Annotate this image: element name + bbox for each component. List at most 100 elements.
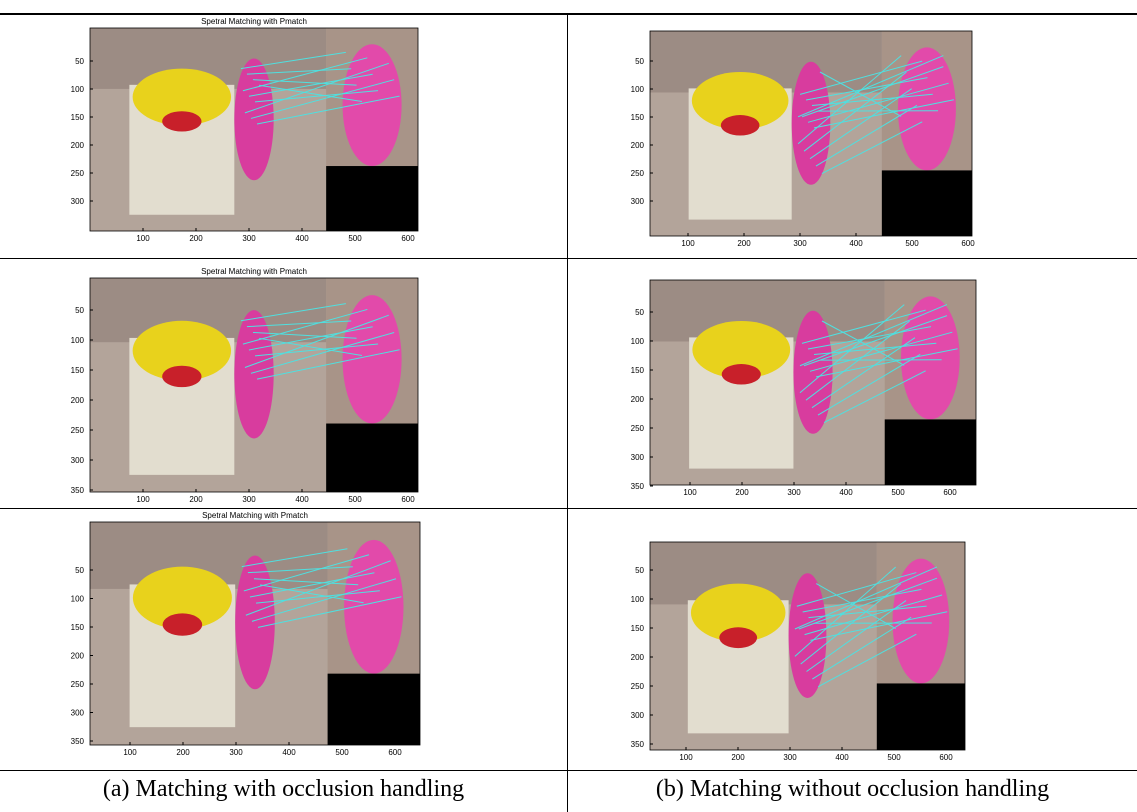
y-tick-label: 250 [631, 682, 645, 691]
tea-box-logo [721, 115, 760, 136]
panel-title: Spetral Matching with Pmatch [201, 17, 307, 26]
x-tick-label: 400 [282, 748, 296, 757]
caption: (b) Matching without occlusion handling [568, 776, 1137, 803]
y-tick-label: 300 [71, 197, 85, 206]
x-tick-label: 100 [136, 234, 150, 243]
x-tick-label: 600 [939, 753, 953, 762]
toy-left [793, 311, 832, 434]
x-tick-label: 300 [229, 748, 243, 757]
y-tick-label: 100 [71, 595, 85, 604]
y-tick-label: 200 [71, 141, 85, 150]
x-tick-label: 500 [905, 239, 919, 248]
toy-left [792, 62, 831, 185]
y-tick-label: 250 [631, 424, 645, 433]
toy-left [789, 573, 827, 698]
y-tick-label: 250 [71, 169, 85, 178]
panel-title: Spetral Matching with Pmatch [201, 267, 307, 276]
occlusion-block [885, 419, 976, 485]
y-tick-label: 150 [631, 366, 645, 375]
tea-box-logo [722, 364, 761, 385]
panel-title: Spetral Matching with Pmatch [202, 511, 308, 520]
occlusion-block [326, 424, 418, 492]
y-tick-label: 100 [631, 595, 645, 604]
y-tick-label: 200 [631, 653, 645, 662]
y-tick-label: 200 [631, 395, 645, 404]
x-tick-label: 300 [783, 753, 797, 762]
x-tick-label: 500 [887, 753, 901, 762]
x-tick-label: 600 [401, 234, 415, 243]
y-tick-label: 300 [71, 456, 85, 465]
y-tick-label: 50 [75, 57, 84, 66]
x-tick-label: 500 [891, 488, 905, 497]
y-tick-label: 150 [71, 366, 85, 375]
occlusion-block [882, 170, 972, 236]
x-tick-label: 200 [737, 239, 751, 248]
toy-left [234, 310, 273, 438]
occlusion-block [326, 166, 418, 231]
y-tick-label: 100 [71, 336, 85, 345]
y-tick-label: 300 [71, 709, 85, 718]
x-tick-label: 100 [683, 488, 697, 497]
x-tick-label: 100 [123, 748, 137, 757]
y-tick-label: 50 [635, 566, 644, 575]
y-tick-label: 200 [71, 396, 85, 405]
y-tick-label: 150 [631, 113, 645, 122]
y-tick-label: 150 [631, 624, 645, 633]
occlusion-block [877, 683, 965, 750]
tea-box-logo [719, 627, 757, 648]
x-tick-label: 300 [793, 239, 807, 248]
x-tick-label: 200 [735, 488, 749, 497]
caption: (a) Matching with occlusion handling [0, 776, 567, 803]
y-tick-label: 200 [71, 652, 85, 661]
x-tick-label: 200 [189, 234, 203, 243]
x-tick-label: 200 [176, 748, 190, 757]
x-tick-label: 200 [189, 495, 203, 504]
tea-box-logo [162, 366, 201, 387]
y-tick-label: 50 [635, 57, 644, 66]
x-tick-label: 500 [335, 748, 349, 757]
y-tick-label: 250 [631, 169, 645, 178]
y-tick-label: 100 [631, 85, 645, 94]
x-tick-label: 600 [943, 488, 957, 497]
y-tick-label: 300 [631, 197, 645, 206]
y-tick-label: 300 [631, 711, 645, 720]
x-tick-label: 300 [242, 495, 256, 504]
y-tick-label: 350 [71, 737, 85, 746]
occlusion-block [328, 674, 420, 745]
tea-box-logo [162, 111, 201, 131]
y-tick-label: 150 [71, 113, 85, 122]
y-tick-label: 150 [71, 623, 85, 632]
figure-panel: 10020030040050060050100150200250300 [568, 15, 1137, 258]
y-tick-label: 250 [71, 426, 85, 435]
toy-left [235, 555, 275, 689]
toy-left [234, 58, 273, 180]
figure-panel: 100 200 300 400 500 600 50 100 150 200 250 300 350 [568, 509, 1137, 770]
y-tick-label: 50 [75, 306, 84, 315]
x-tick-label: 300 [787, 488, 801, 497]
x-tick-label: 600 [401, 495, 415, 504]
x-tick-label: 400 [839, 488, 853, 497]
x-tick-label: 100 [679, 753, 693, 762]
x-tick-label: 200 [731, 753, 745, 762]
page: {"panels": [ {"title": "Spetral Matching… [0, 0, 1137, 812]
figure-panel: Spetral Matching with Pmatch 100 200 300 400… [0, 509, 567, 770]
x-tick-label: 500 [348, 495, 362, 504]
y-tick-label: 50 [635, 308, 644, 317]
x-tick-label: 400 [849, 239, 863, 248]
y-tick-label: 300 [631, 453, 645, 462]
x-tick-label: 400 [835, 753, 849, 762]
x-tick-label: 600 [388, 748, 402, 757]
y-tick-label: 200 [631, 141, 645, 150]
y-tick-label: 350 [631, 482, 645, 491]
x-tick-label: 100 [136, 495, 150, 504]
y-tick-label: 350 [631, 740, 645, 749]
x-tick-label: 300 [242, 234, 256, 243]
y-tick-label: 100 [71, 85, 85, 94]
y-tick-label: 250 [71, 680, 85, 689]
x-tick-label: 400 [295, 234, 309, 243]
figure-panel: Spetral Matching with Pmatch 100 200 300 400… [0, 15, 567, 258]
x-tick-label: 600 [961, 239, 975, 248]
tea-box-logo [163, 613, 203, 635]
